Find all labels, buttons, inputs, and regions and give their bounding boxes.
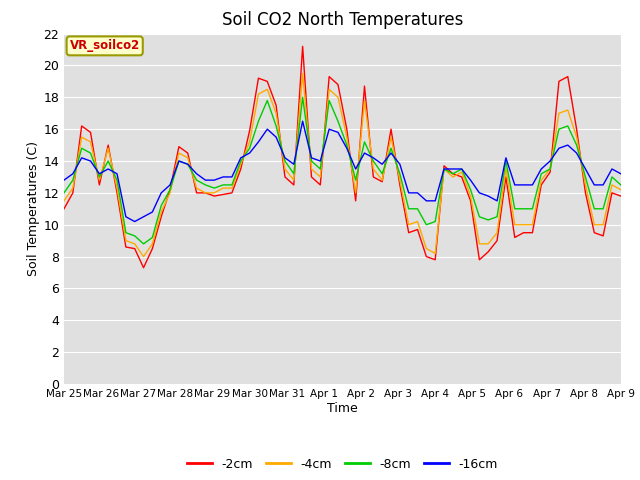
-16cm	[387, 150, 395, 156]
-4cm	[387, 134, 395, 140]
-8cm	[131, 233, 138, 239]
-8cm	[440, 166, 448, 172]
-2cm	[60, 206, 68, 212]
Line: -16cm: -16cm	[64, 121, 621, 222]
-8cm	[60, 190, 68, 196]
Y-axis label: Soil Temperatures (C): Soil Temperatures (C)	[28, 141, 40, 276]
-16cm	[617, 171, 625, 177]
-2cm	[387, 126, 395, 132]
-4cm	[431, 251, 439, 256]
-4cm	[140, 254, 147, 260]
Line: -2cm: -2cm	[64, 47, 621, 268]
-16cm	[131, 219, 138, 225]
-8cm	[308, 158, 316, 164]
-8cm	[140, 241, 147, 247]
-2cm	[308, 174, 316, 180]
-2cm	[299, 44, 307, 49]
-16cm	[431, 198, 439, 204]
Title: Soil CO2 North Temperatures: Soil CO2 North Temperatures	[221, 11, 463, 29]
-8cm	[431, 219, 439, 225]
-4cm	[440, 166, 448, 172]
-4cm	[60, 198, 68, 204]
-8cm	[352, 177, 360, 183]
-2cm	[352, 198, 360, 204]
-2cm	[440, 163, 448, 168]
-4cm	[617, 187, 625, 192]
Line: -8cm: -8cm	[64, 97, 621, 244]
-4cm	[299, 71, 307, 76]
Legend: -2cm, -4cm, -8cm, -16cm: -2cm, -4cm, -8cm, -16cm	[182, 453, 503, 476]
-8cm	[617, 182, 625, 188]
-16cm	[352, 166, 360, 172]
-2cm	[617, 193, 625, 199]
-2cm	[431, 257, 439, 263]
-8cm	[299, 95, 307, 100]
-16cm	[60, 177, 68, 183]
-16cm	[299, 119, 307, 124]
-16cm	[440, 166, 448, 172]
X-axis label: Time: Time	[327, 402, 358, 415]
Line: -4cm: -4cm	[64, 73, 621, 257]
-2cm	[140, 265, 147, 271]
Text: VR_soilco2: VR_soilco2	[70, 39, 140, 52]
-16cm	[140, 214, 147, 220]
-4cm	[352, 190, 360, 196]
-16cm	[308, 155, 316, 161]
-8cm	[387, 145, 395, 151]
-2cm	[131, 246, 138, 252]
-4cm	[308, 166, 316, 172]
-4cm	[131, 241, 138, 247]
